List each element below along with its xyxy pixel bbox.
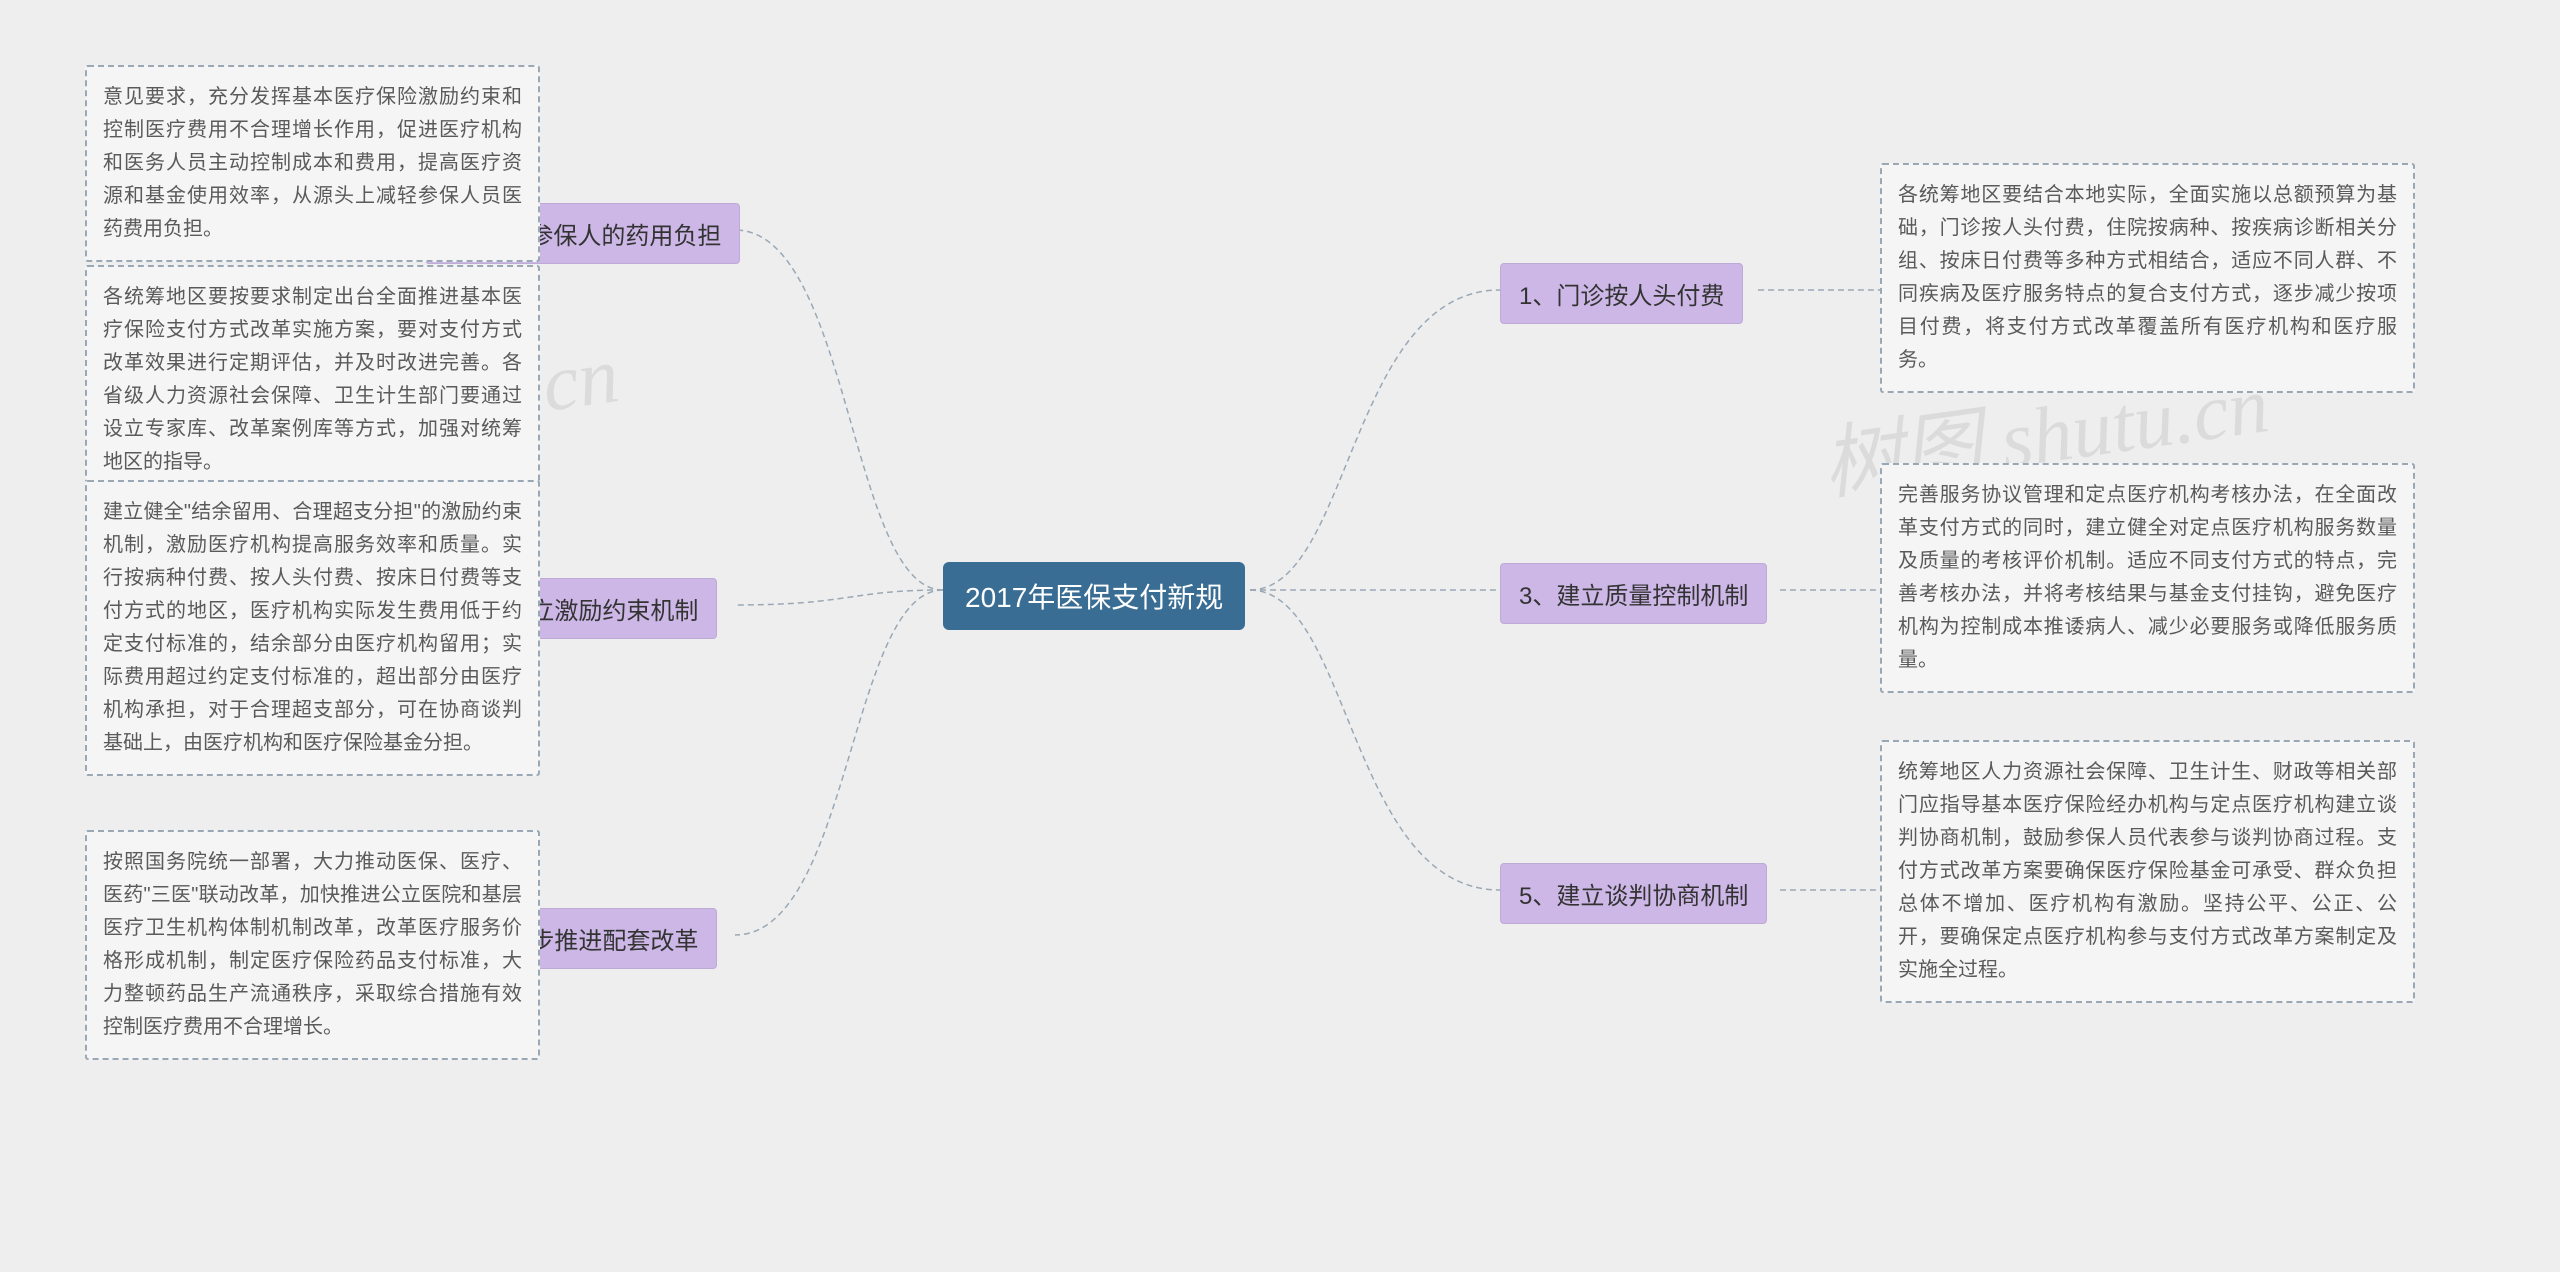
detail-6: 按照国务院统一部署，大力推动医保、医疗、医药"三医"联动改革，加快推进公立医院和… — [85, 830, 540, 1060]
branch-3[interactable]: 3、建立质量控制机制 — [1500, 563, 1767, 624]
detail-1: 各统筹地区要结合本地实际，全面实施以总额预算为基础，门诊按人头付费，住院按病种、… — [1880, 163, 2415, 393]
detail-2a: 意见要求，充分发挥基本医疗保险激励约束和控制医疗费用不合理增长作用，促进医疗机构… — [85, 65, 540, 262]
mindmap-canvas: 树图 shutu.cn 树图 shutu.cn 2017年医保支付新规 1、门诊… — [0, 0, 2560, 1272]
detail-5: 统筹地区人力资源社会保障、卫生计生、财政等相关部门应指导基本医疗保险经办机构与定… — [1880, 740, 2415, 1003]
detail-3: 完善服务协议管理和定点医疗机构考核办法，在全面改革支付方式的同时，建立健全对定点… — [1880, 463, 2415, 693]
center-node[interactable]: 2017年医保支付新规 — [943, 562, 1245, 630]
branch-1[interactable]: 1、门诊按人头付费 — [1500, 263, 1743, 324]
detail-2b: 各统筹地区要按要求制定出台全面推进基本医疗保险支付方式改革实施方案，要对支付方式… — [85, 265, 540, 495]
branch-5[interactable]: 5、建立谈判协商机制 — [1500, 863, 1767, 924]
detail-4: 建立健全"结余留用、合理超支分担"的激励约束机制，激励医疗机构提高服务效率和质量… — [85, 480, 540, 776]
